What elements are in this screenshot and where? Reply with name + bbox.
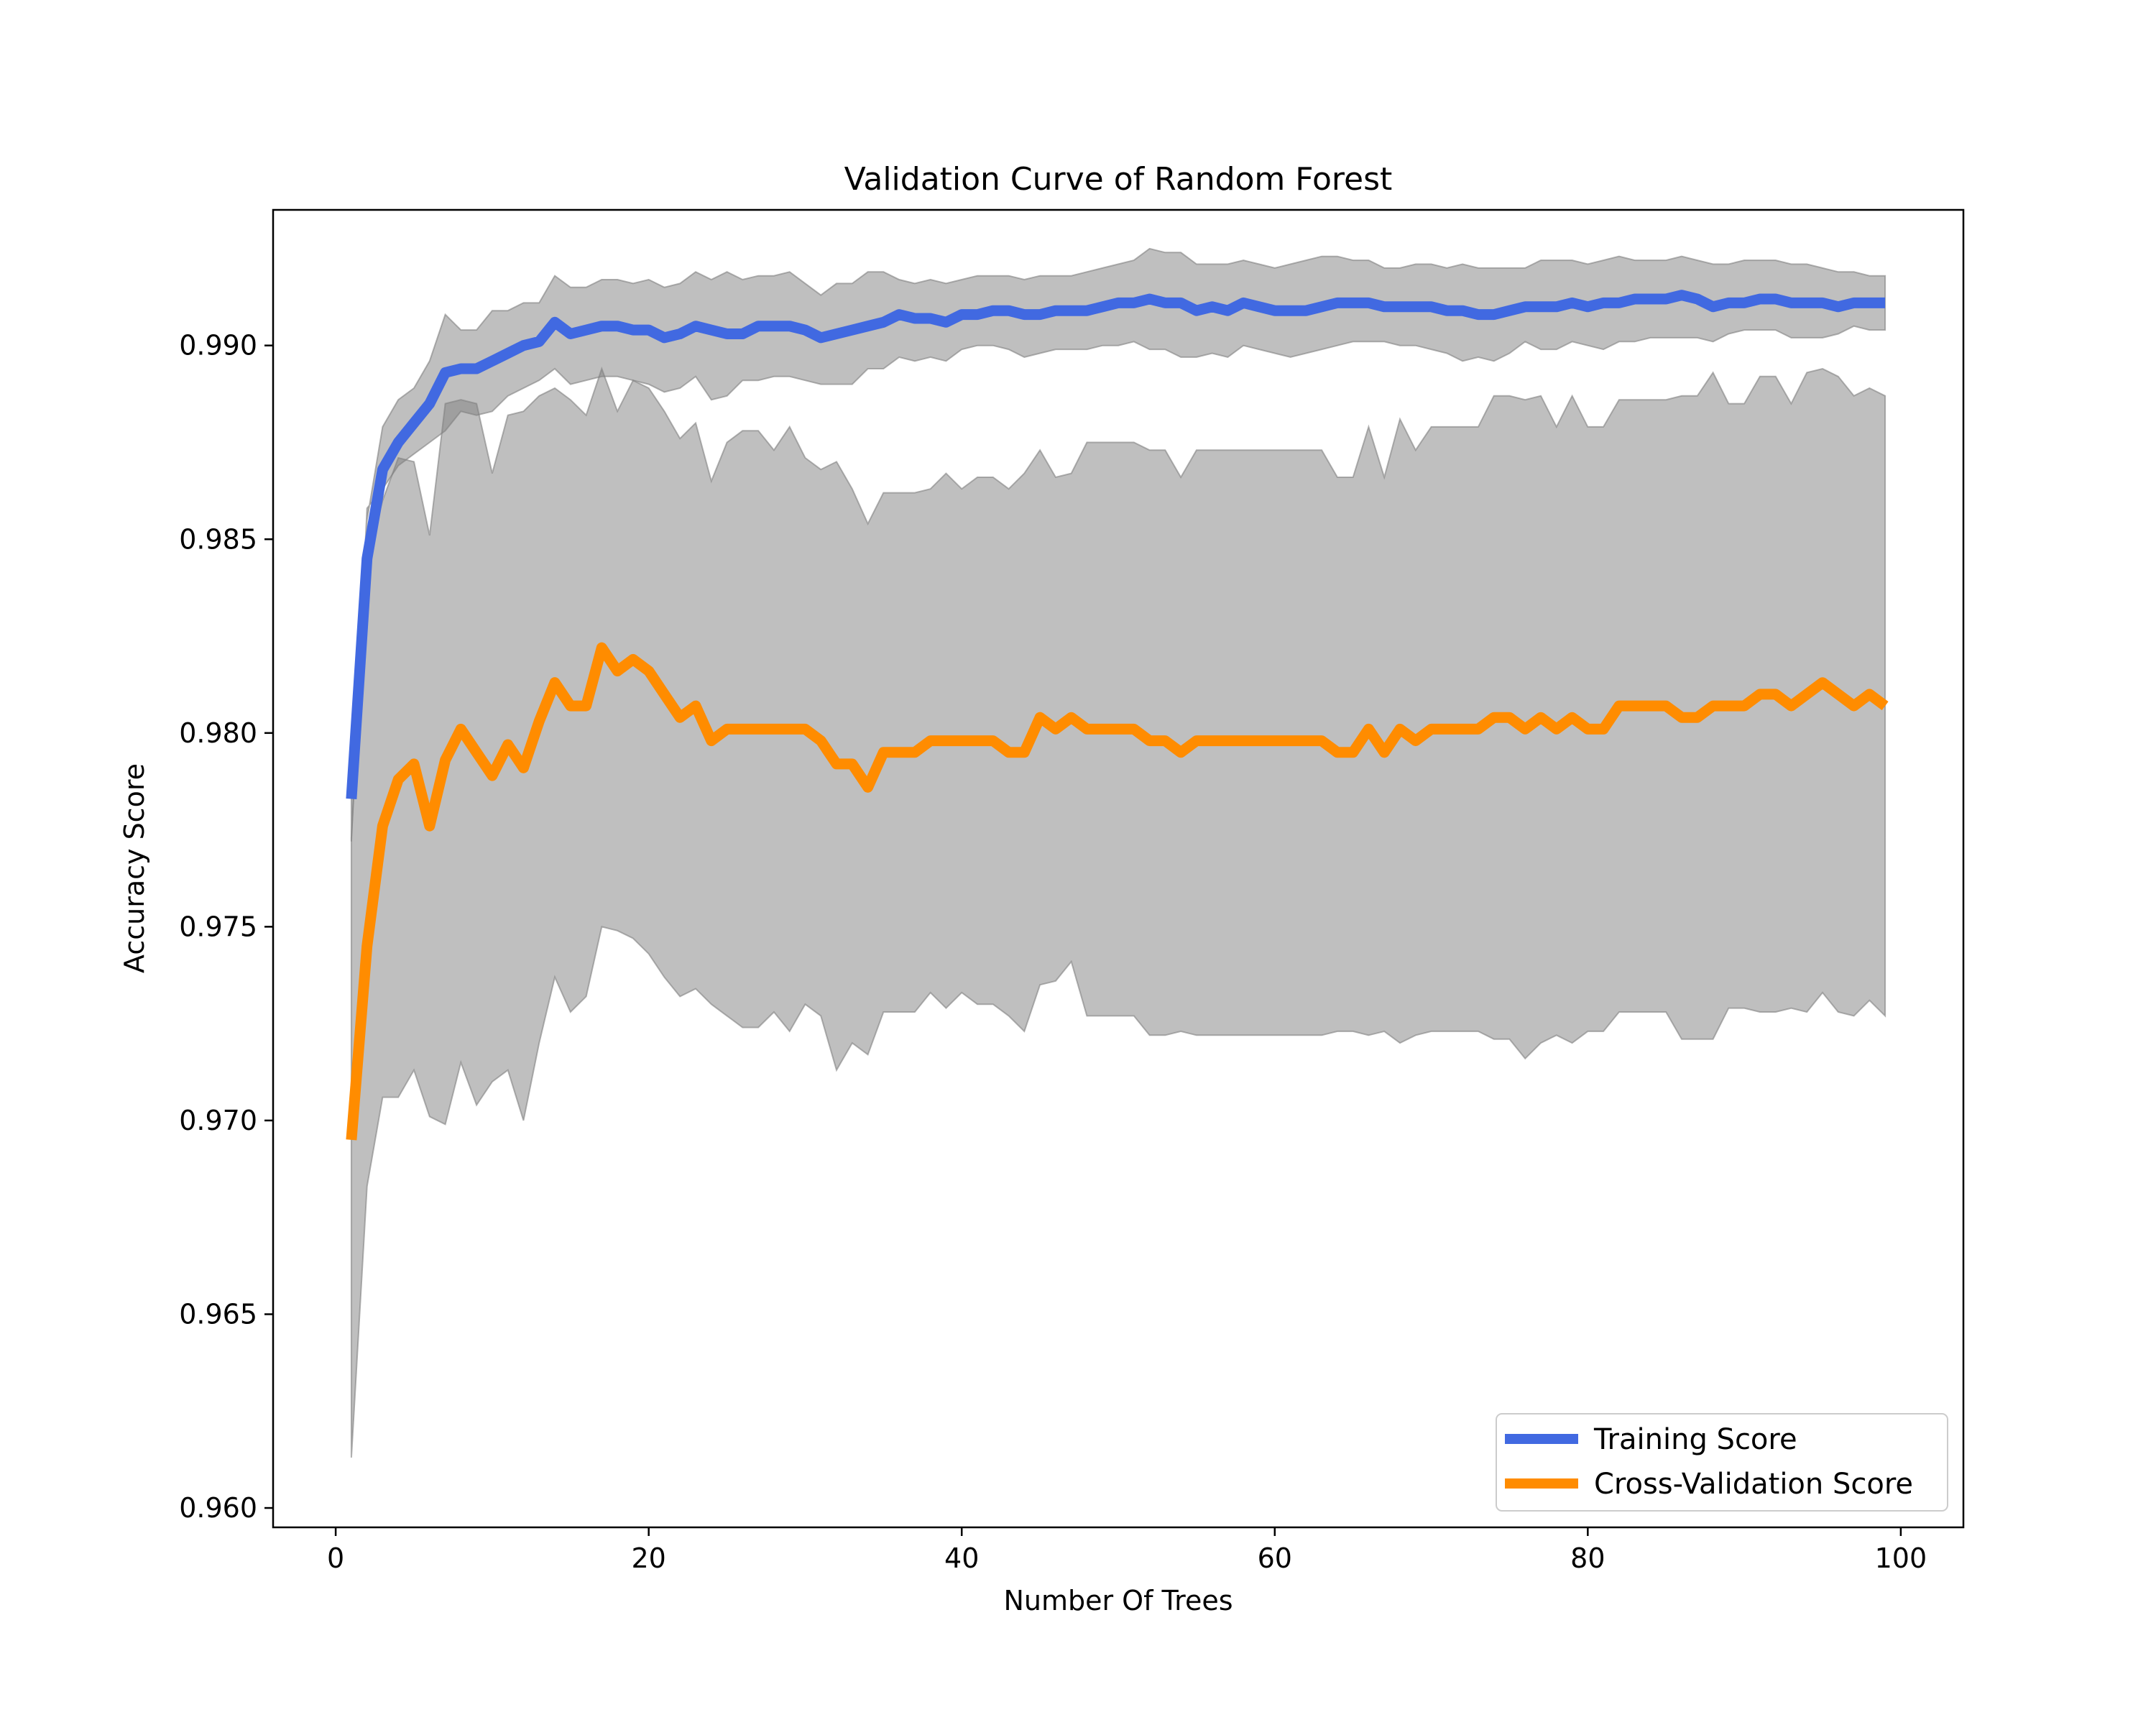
y-tick-label: 0.965 [179, 1298, 257, 1330]
y-axis-label: Accuracy Score [119, 763, 150, 973]
chart-title: Validation Curve of Random Forest [844, 161, 1393, 198]
x-axis-label: Number Of Trees [1003, 1585, 1233, 1616]
y-tick-label: 0.960 [179, 1492, 257, 1524]
legend: Training Score Cross-Validation Score [1496, 1413, 1948, 1512]
x-tick-label: 20 [631, 1542, 665, 1574]
line-cross_validation [346, 642, 1889, 1141]
x-tick-label: 0 [327, 1542, 344, 1574]
band-cross_validation [350, 366, 1886, 1458]
legend-label-cross-validation: Cross-Validation Score [1594, 1468, 1913, 1501]
legend-box [1496, 1413, 1948, 1512]
x-tick-label: 60 [1258, 1542, 1292, 1574]
y-tick-label: 0.970 [179, 1105, 257, 1136]
y-tick-label: 0.990 [179, 330, 257, 362]
x-tick-label: 80 [1570, 1542, 1605, 1574]
line-training [346, 290, 1886, 799]
plot-area-frame [272, 208, 1965, 1529]
x-tick-label: 40 [944, 1542, 979, 1574]
legend-label-training: Training Score [1593, 1423, 1797, 1456]
y-tick-label: 0.980 [179, 717, 257, 749]
x-axis: 0 20 40 60 80 100 [327, 1527, 1927, 1574]
y-tick-label: 0.985 [179, 523, 257, 555]
series-lines [346, 290, 1889, 1141]
y-tick-label: 0.975 [179, 911, 257, 942]
x-tick-label: 100 [1875, 1542, 1927, 1574]
y-axis: 0.960 0.965 0.970 0.975 0.980 0.985 0.990 [179, 330, 273, 1524]
